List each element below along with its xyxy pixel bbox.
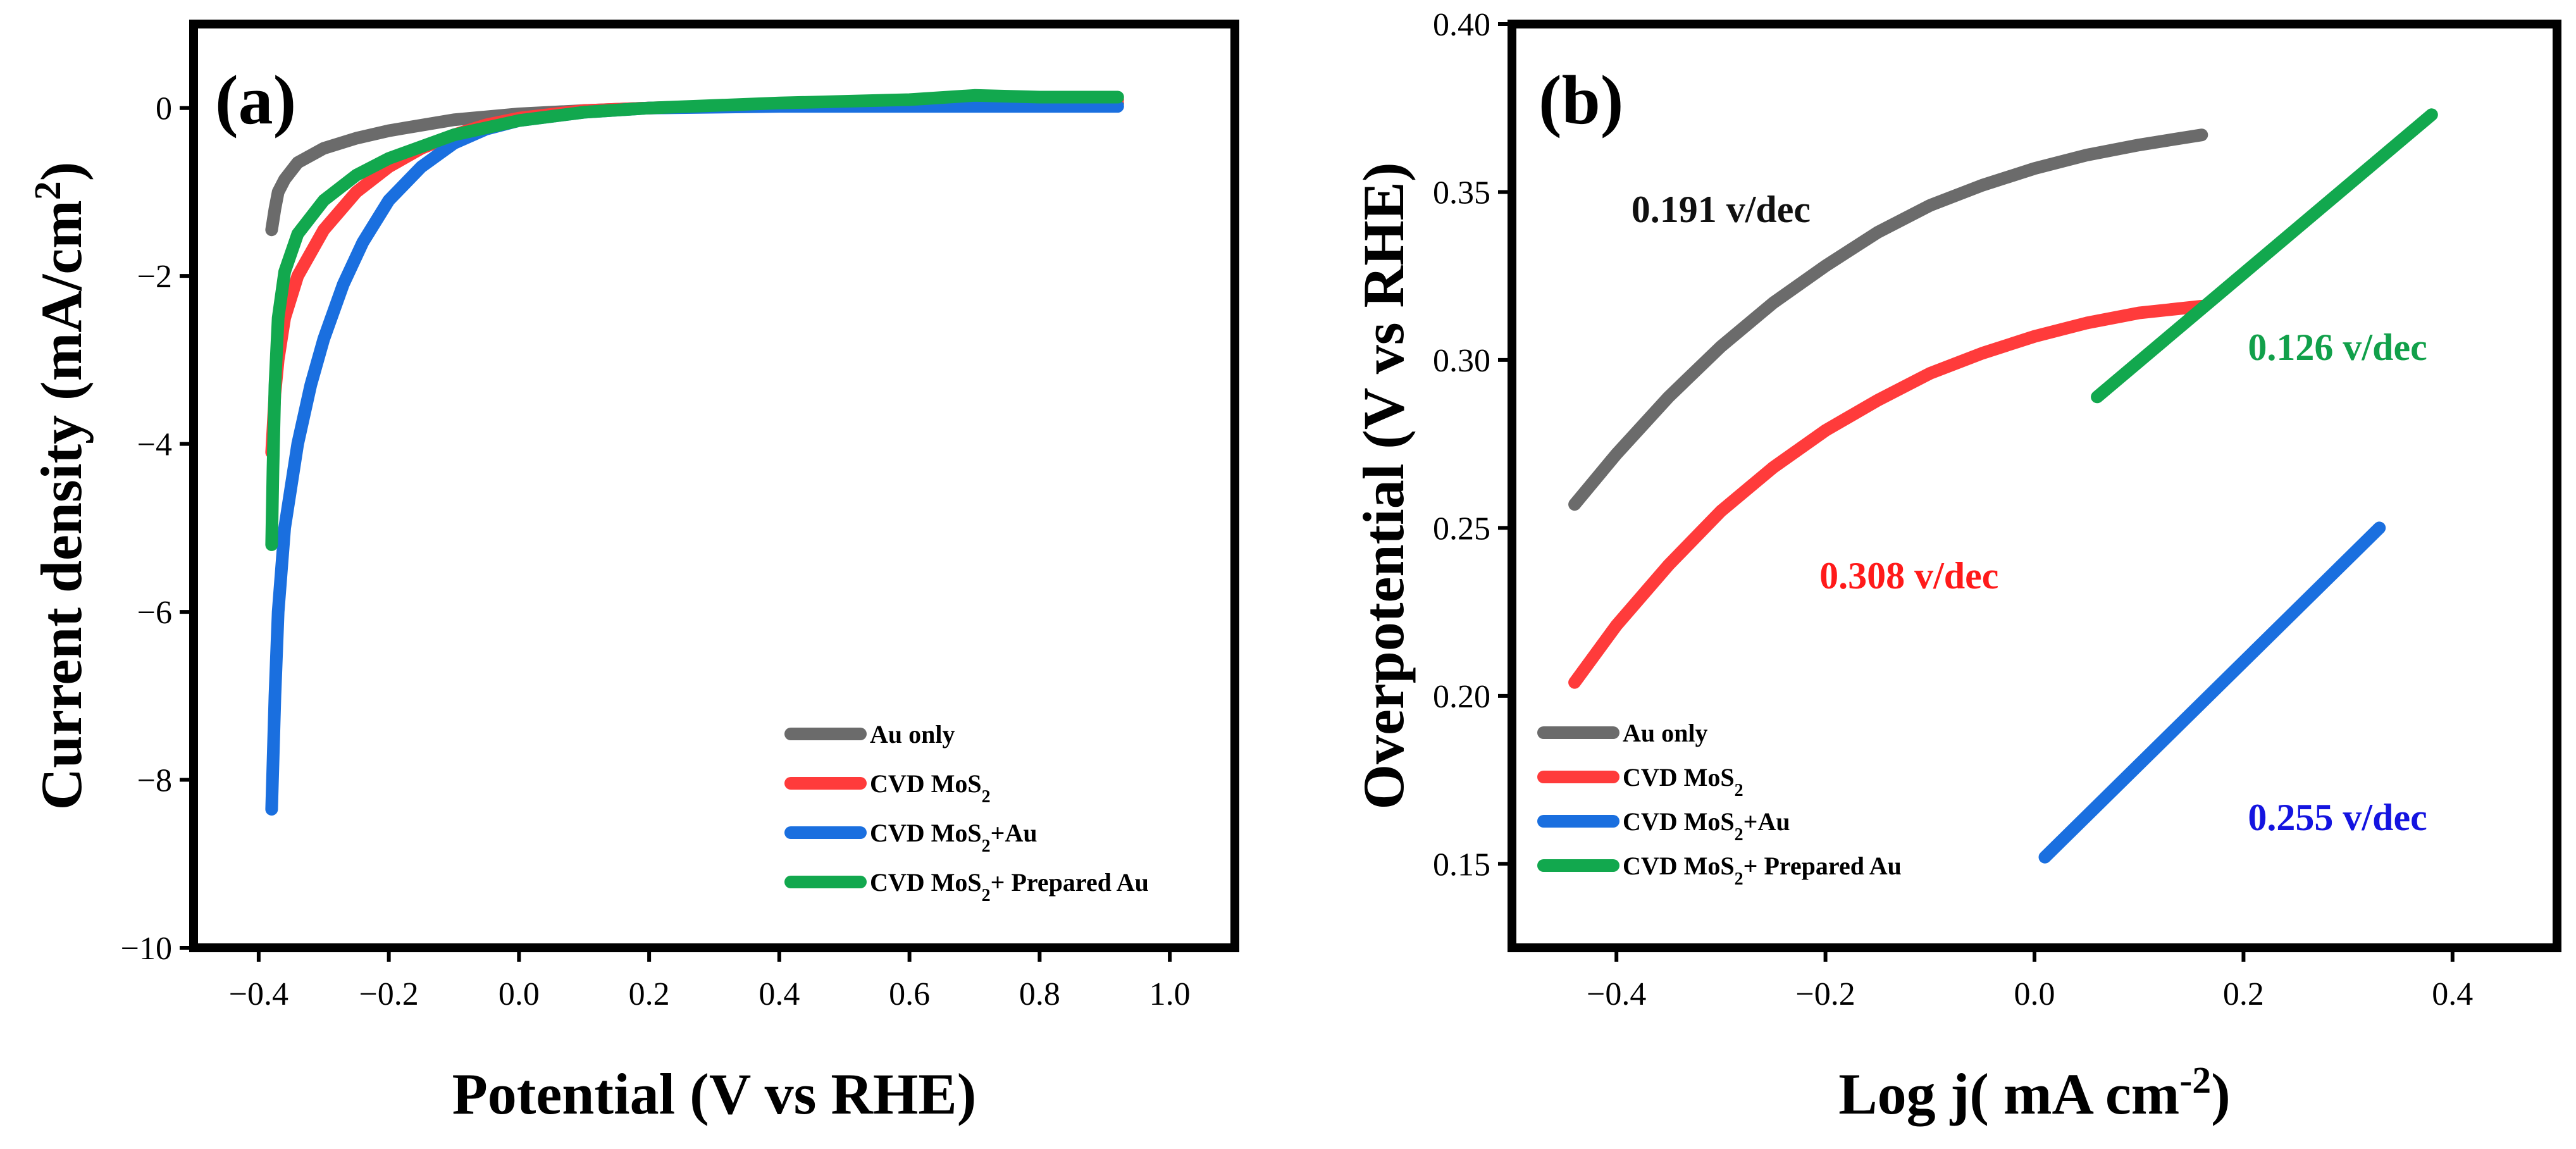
y-tick-label: −2 [137,259,172,295]
panel-a: −0.4 −0.2 0.0 0.2 0.4 0.6 0.8 1.0 0 −2 −4 −6 −8 −10 (… [27,20,1239,1126]
panel-b-x-axis-label: Log j( mA cm-2) [1838,1059,2231,1126]
y-tick-label: 0.35 [1433,175,1490,211]
legend-label: CVD MoS2​ [1623,763,1743,800]
panel-a-plot-frame [189,20,1239,952]
legend-label: Au only [870,720,955,748]
x-tick-label: −0.2 [1795,976,1855,1012]
legend-label: CVD MoS2​ [870,769,991,807]
panel-a-legend: Au only CVD MoS2​ CVD MoS2​+Au CVD MoS2​+ P… [784,720,1149,905]
panel-a-y-axis-label: Current density (mA/cm2) [27,162,94,811]
series-line-cvd-mos2-prepared-au [2091,108,2438,404]
panel-b-label: (b) [1539,61,1623,139]
panel-a-ticks: −0.4 −0.2 0.0 0.2 0.4 0.6 0.8 1.0 0 −2 −4 −6 −8 −10 [121,91,1191,1012]
x-tick-label: 0.0 [498,976,540,1012]
panel-b-ticks: −0.4 −0.2 0.0 0.2 0.4 0.15 0.20 0.25 0.30 0.35 0.4… [1433,7,2473,1012]
panel-b-legend: Au only CVD MoS2​ CVD MoS2​+Au CVD MoS2​+ P… [1537,719,1902,889]
panel-b-series [1568,108,2438,864]
panel-a-label: (a) [215,61,296,139]
legend-label: CVD MoS2​+ Prepared Au [1623,852,1902,889]
x-tick-label: 0.2 [629,976,670,1012]
slope-annotation: 0.191 v/dec [1632,189,1811,230]
x-tick-label: 0.2 [2223,976,2264,1012]
x-tick-label: 0.8 [1019,976,1060,1012]
y-tick-label: −4 [137,427,172,463]
panel-b-annotations: 0.191 v/dec 0.308 v/dec 0.126 v/dec 0.255 v… [1632,189,2427,838]
series-line-cvd-mos2-au [2038,521,2386,864]
series-line-cvd-mos2 [1568,300,2208,689]
y-tick-label: 0 [156,91,172,127]
y-tick-label: 0.15 [1433,847,1490,883]
series-line-cvd-mos2-au [265,100,1124,816]
x-tick-label: 0.0 [2014,976,2055,1012]
panel-a-x-axis-label: Potential (V vs RHE) [452,1062,977,1126]
panel-b: −0.4 −0.2 0.0 0.2 0.4 0.15 0.20 0.25 0.30 0.35 0.4… [1351,7,2561,1126]
x-tick-label: 1.0 [1149,976,1191,1012]
panel-a-series [265,89,1124,816]
slope-annotation: 0.126 v/dec [2248,326,2427,368]
slope-annotation: 0.308 v/dec [1819,555,1998,597]
series-line-au-only [1568,128,2208,511]
y-tick-label: 0.30 [1433,343,1490,379]
y-tick-label: −10 [121,931,172,967]
y-tick-label: 0.25 [1433,511,1490,547]
y-tick-label: −8 [137,763,172,799]
x-tick-label: −0.2 [359,976,418,1012]
legend-label: CVD MoS2​+Au [1623,807,1790,845]
x-tick-label: 0.4 [759,976,800,1012]
x-tick-label: 0.4 [2432,976,2473,1012]
series-line-cvd-mos2-prepared-au [265,89,1124,551]
x-tick-label: −0.4 [229,976,288,1012]
y-tick-label: −6 [137,595,172,631]
y-tick-label: 0.20 [1433,679,1490,715]
slope-annotation: 0.255 v/dec [2248,797,2427,838]
panel-b-y-axis-label: Overpotential (V vs RHE) [1351,162,1416,809]
y-tick-label: 0.40 [1433,7,1490,43]
x-tick-label: 0.6 [889,976,930,1012]
x-tick-label: −0.4 [1587,976,1646,1012]
legend-label: Au only [1623,719,1708,747]
legend-label: CVD MoS2​+ Prepared Au [870,868,1149,905]
legend-label: CVD MoS2​+Au [870,819,1037,856]
